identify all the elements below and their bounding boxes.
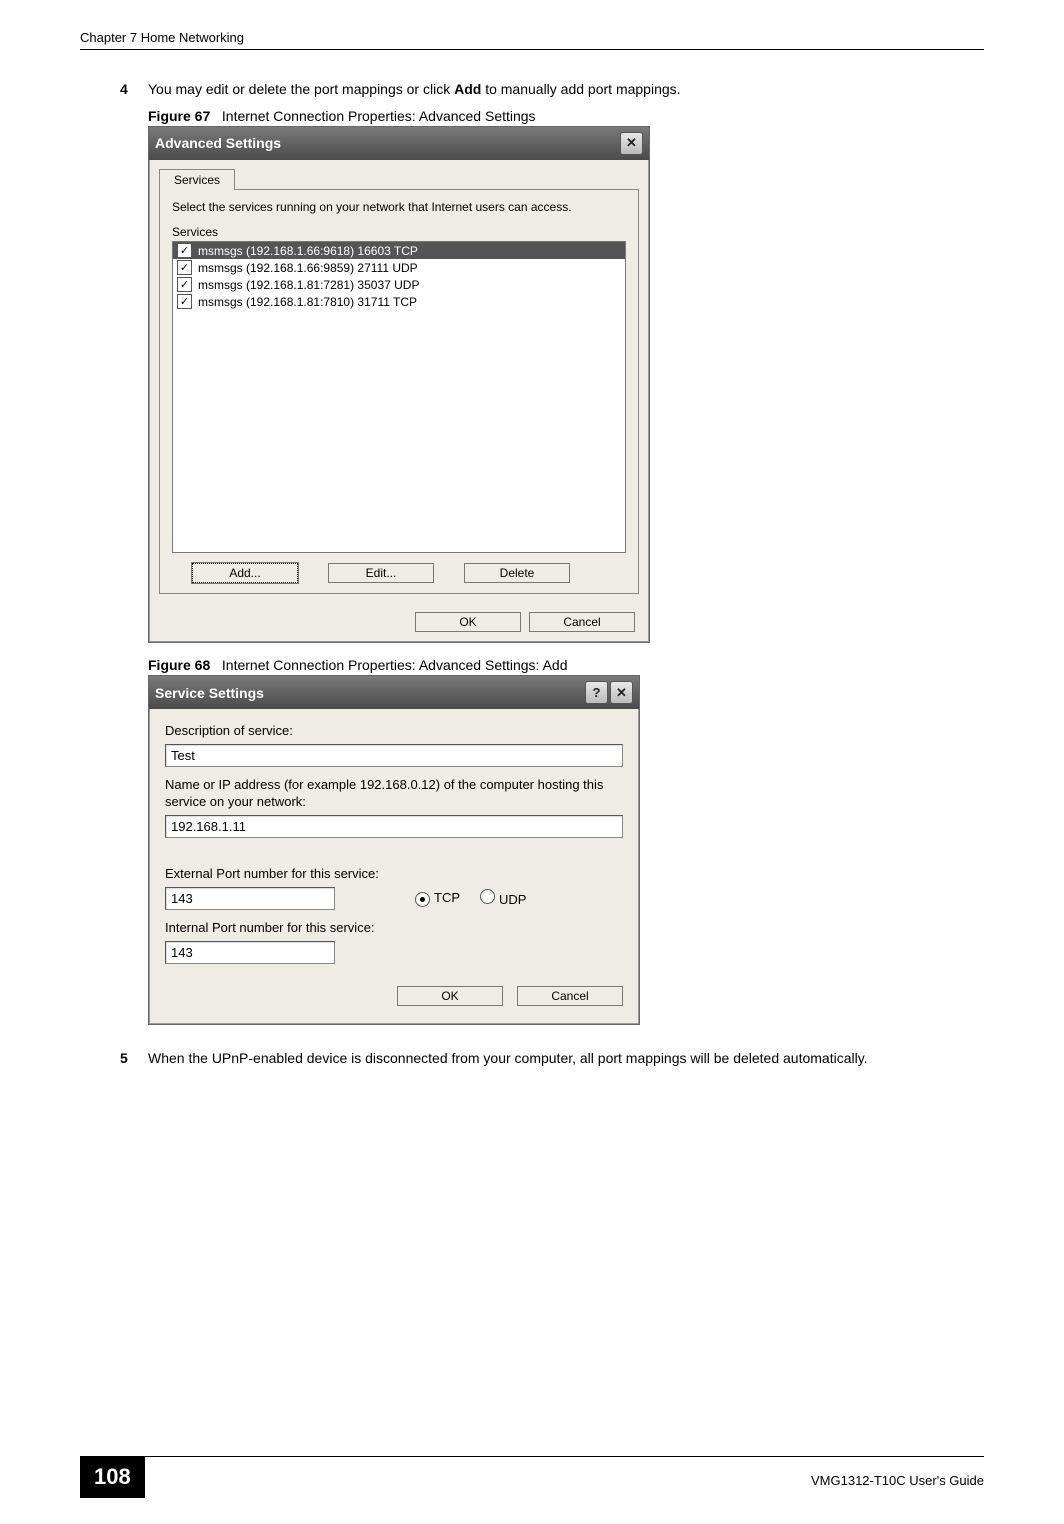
step-text: When the UPnP-enabled device is disconne… (148, 1049, 868, 1069)
panel-body: Select the services running on your netw… (159, 189, 639, 595)
tcp-radio[interactable]: TCP (415, 890, 460, 907)
list-item-label: msmsgs (192.168.1.81:7281) 35037 UDP (198, 278, 419, 292)
body: 4 You may edit or delete the port mappin… (80, 50, 984, 1068)
list-item[interactable]: ✓ msmsgs (192.168.1.81:7281) 35037 UDP (173, 276, 625, 293)
host-input[interactable] (165, 815, 623, 838)
dialog-button-bar: OK Cancel (149, 604, 649, 642)
list-item[interactable]: ✓ msmsgs (192.168.1.66:9859) 27111 UDP (173, 259, 625, 276)
host-label: Name or IP address (for example 192.168.… (165, 777, 623, 811)
tab-strip: Services (149, 160, 649, 189)
titlebar: Advanced Settings ✕ (149, 127, 649, 160)
delete-button[interactable]: Delete (464, 563, 570, 583)
services-group-label: Services (172, 225, 626, 239)
step-number: 4 (120, 80, 148, 100)
services-listbox[interactable]: ✓ msmsgs (192.168.1.66:9618) 16603 TCP ✓… (172, 241, 626, 553)
add-button[interactable]: Add... (192, 563, 298, 583)
close-icon[interactable]: ✕ (610, 681, 633, 704)
dialog-title: Service Settings (155, 685, 264, 701)
instruction-text: Select the services running on your netw… (172, 200, 626, 216)
figure-67-caption: Figure 67 Internet Connection Properties… (148, 108, 984, 124)
list-item-label: msmsgs (192.168.1.81:7810) 31711 TCP (198, 295, 417, 309)
list-item[interactable]: ✓ msmsgs (192.168.1.66:9618) 16603 TCP (173, 242, 625, 259)
dialog-title: Advanced Settings (155, 135, 281, 151)
internal-port-label: Internal Port number for this service: (165, 920, 623, 937)
edit-button[interactable]: Edit... (328, 563, 434, 583)
description-label: Description of service: (165, 723, 623, 740)
tab-services[interactable]: Services (159, 169, 235, 190)
chapter-header: Chapter 7 Home Networking (80, 30, 984, 50)
list-button-row: Add... Edit... Delete (172, 563, 626, 583)
radio-icon (415, 892, 430, 907)
udp-radio[interactable]: UDP (480, 889, 526, 907)
checkbox-icon[interactable]: ✓ (177, 243, 192, 258)
service-settings-dialog: Service Settings ? ✕ Description of serv… (148, 675, 640, 1024)
external-port-label: External Port number for this service: (165, 866, 623, 883)
checkbox-icon[interactable]: ✓ (177, 294, 192, 309)
step-4: 4 You may edit or delete the port mappin… (120, 80, 984, 100)
advanced-settings-dialog: Advanced Settings ✕ Services Select the … (148, 126, 650, 644)
ok-button[interactable]: OK (415, 612, 521, 632)
description-input[interactable] (165, 744, 623, 767)
figure-68-caption: Figure 68 Internet Connection Properties… (148, 657, 984, 673)
external-port-row: TCP UDP (165, 887, 623, 910)
page: Chapter 7 Home Networking 4 You may edit… (0, 0, 1064, 1524)
close-icon[interactable]: ✕ (620, 132, 643, 155)
form-area: Description of service: Name or IP addre… (149, 709, 639, 1023)
list-item-label: msmsgs (192.168.1.66:9859) 27111 UDP (198, 261, 418, 275)
page-number: 108 (80, 1456, 145, 1498)
list-item[interactable]: ✓ msmsgs (192.168.1.81:7810) 31711 TCP (173, 293, 625, 310)
checkbox-icon[interactable]: ✓ (177, 277, 192, 292)
footer-guide-name: VMG1312-T10C User's Guide (145, 1467, 984, 1488)
ok-button[interactable]: OK (397, 986, 503, 1006)
titlebar: Service Settings ? ✕ (149, 676, 639, 709)
dialog-button-row: OK Cancel (165, 986, 623, 1006)
external-port-input[interactable] (165, 887, 335, 910)
internal-port-input[interactable] (165, 941, 335, 964)
page-footer: 108 VMG1312-T10C User's Guide (80, 1456, 984, 1498)
cancel-button[interactable]: Cancel (517, 986, 623, 1006)
protocol-radio-group: TCP UDP (415, 889, 526, 907)
checkbox-icon[interactable]: ✓ (177, 260, 192, 275)
step-text: You may edit or delete the port mappings… (148, 80, 681, 100)
list-item-label: msmsgs (192.168.1.66:9618) 16603 TCP (198, 244, 418, 258)
step-number: 5 (120, 1049, 148, 1069)
help-icon[interactable]: ? (585, 681, 608, 704)
radio-icon (480, 889, 495, 904)
chapter-title: Chapter 7 Home Networking (80, 30, 244, 45)
step-5: 5 When the UPnP-enabled device is discon… (120, 1049, 984, 1069)
cancel-button[interactable]: Cancel (529, 612, 635, 632)
